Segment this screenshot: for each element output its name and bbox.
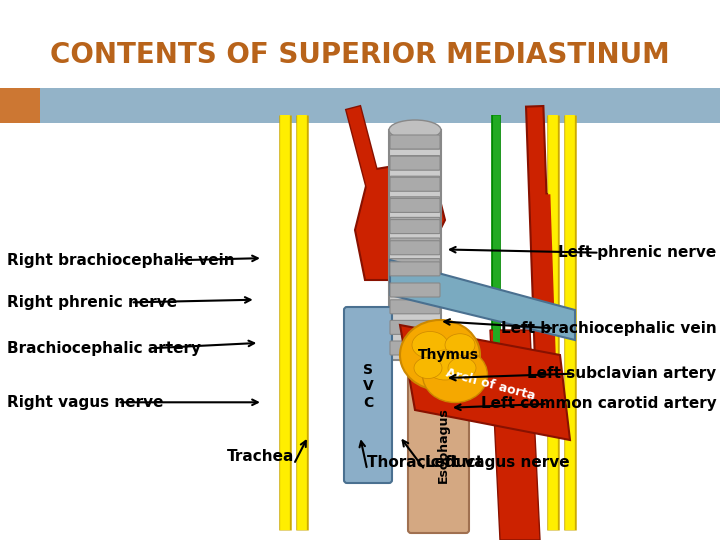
FancyBboxPatch shape (390, 283, 440, 297)
Bar (0, 88, 40, 123)
FancyBboxPatch shape (390, 341, 440, 355)
FancyBboxPatch shape (390, 262, 440, 276)
Polygon shape (355, 160, 445, 280)
FancyBboxPatch shape (390, 238, 440, 252)
FancyBboxPatch shape (390, 135, 440, 149)
FancyBboxPatch shape (390, 156, 440, 170)
FancyBboxPatch shape (390, 197, 440, 211)
Ellipse shape (389, 120, 441, 140)
Ellipse shape (423, 348, 487, 402)
Ellipse shape (425, 350, 465, 380)
FancyBboxPatch shape (390, 300, 440, 314)
FancyBboxPatch shape (390, 156, 440, 170)
Polygon shape (390, 260, 575, 340)
Text: CONTENTS OF SUPERIOR MEDIASTINUM: CONTENTS OF SUPERIOR MEDIASTINUM (50, 41, 670, 69)
FancyBboxPatch shape (390, 176, 440, 190)
Text: Right vagus nerve: Right vagus nerve (7, 395, 163, 410)
FancyBboxPatch shape (390, 241, 440, 255)
FancyBboxPatch shape (390, 177, 440, 191)
Text: S
V
C: S V C (363, 363, 374, 410)
FancyBboxPatch shape (390, 198, 440, 212)
Text: Esophagus: Esophagus (436, 407, 449, 483)
Polygon shape (400, 325, 570, 440)
Text: Right phrenic nerve: Right phrenic nerve (7, 295, 177, 310)
Polygon shape (490, 330, 540, 540)
Ellipse shape (445, 334, 475, 356)
Text: Left brachiocephalic vein: Left brachiocephalic vein (500, 321, 716, 336)
Text: Left subclavian artery: Left subclavian artery (527, 366, 716, 381)
FancyBboxPatch shape (390, 259, 440, 273)
Text: Arch of aorta: Arch of aorta (444, 367, 536, 403)
FancyBboxPatch shape (408, 337, 469, 533)
FancyBboxPatch shape (344, 307, 392, 483)
Text: Left vagus nerve: Left vagus nerve (425, 455, 570, 470)
Ellipse shape (414, 357, 442, 379)
Bar (0, 88, 720, 123)
FancyBboxPatch shape (390, 220, 440, 234)
Bar (389, 130, 441, 360)
Text: Left common carotid artery: Left common carotid artery (481, 396, 716, 411)
Text: Trachea: Trachea (226, 449, 294, 464)
FancyBboxPatch shape (390, 135, 440, 149)
Ellipse shape (412, 332, 448, 359)
Ellipse shape (400, 320, 480, 390)
Text: Thymus: Thymus (418, 348, 479, 362)
Text: Left phrenic nerve: Left phrenic nerve (558, 245, 716, 260)
FancyBboxPatch shape (390, 320, 440, 334)
Text: Thoracic duct: Thoracic duct (367, 455, 483, 470)
FancyBboxPatch shape (390, 218, 440, 232)
FancyBboxPatch shape (390, 279, 440, 293)
Ellipse shape (448, 357, 476, 379)
Text: Brachiocephalic artery: Brachiocephalic artery (7, 341, 201, 356)
Text: Right brachiocephalic vein: Right brachiocephalic vein (7, 253, 235, 268)
